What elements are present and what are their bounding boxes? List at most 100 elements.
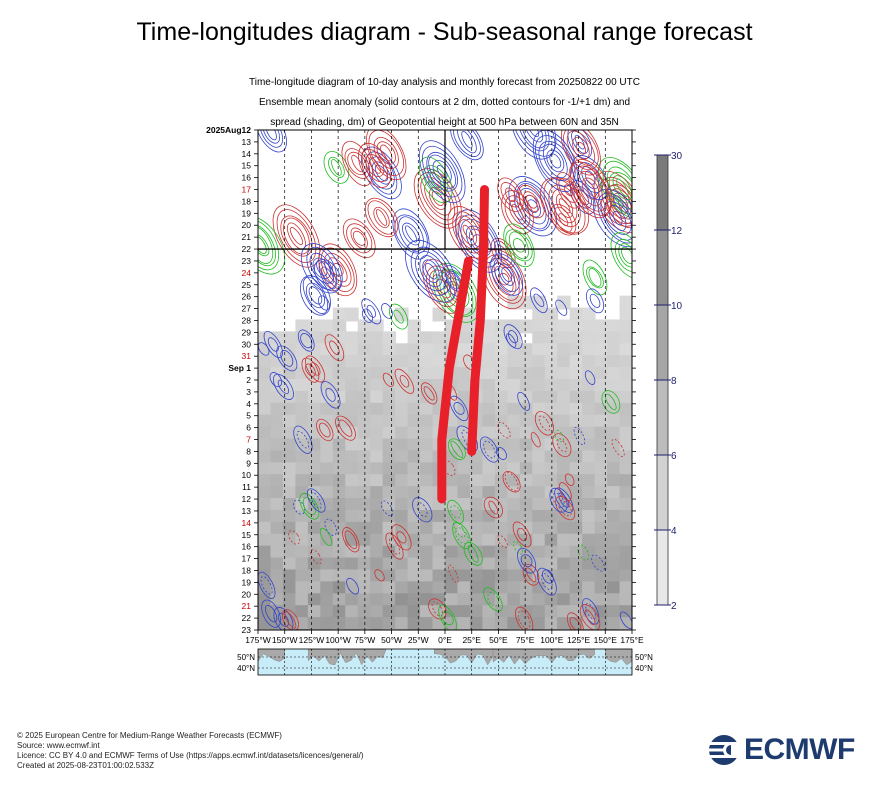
shading-cell [295,593,309,608]
anomaly-contour [581,598,600,625]
anomaly-contour [300,243,343,294]
shading-cell [258,438,272,453]
shading-cell [270,462,284,477]
anomaly-contour [305,282,326,309]
shading-cell [420,486,434,501]
anomaly-contour [495,446,507,460]
shading-cell [395,438,409,453]
shading-cell [494,355,509,370]
y-tick-label: 21 [242,232,252,242]
shading-cell [619,367,632,381]
shading-cell [270,390,284,405]
shading-cell [295,605,309,620]
shading-cell [332,593,347,608]
shading-cell [445,617,459,630]
shading-cell [320,319,334,334]
shading-cell [582,593,596,608]
shading-cell [457,474,471,489]
y-tick-label: 14 [242,518,252,528]
shading-cell [270,355,284,370]
anomaly-contour [316,260,328,277]
shading-cell [395,462,409,477]
anomaly-contour [267,337,279,352]
y-tick-label: 13 [242,506,252,516]
shading-cell [532,545,546,560]
shading-cell [594,521,609,536]
shading-cell [507,379,521,393]
shading-cell [357,581,372,596]
shading-cell [445,593,459,608]
shading-cell [507,438,521,453]
subtitle-line-3: spread (shading, dm) of Geopotential hei… [270,117,619,128]
shading-cell [519,486,534,501]
anomaly-contour [259,130,284,148]
shading-cell [482,593,496,608]
y-tick-label: 14 [242,149,252,159]
shading-cell [557,545,571,560]
shading-cell [457,462,471,477]
shading-cell [569,486,584,501]
shading-cell [544,474,559,489]
shading-cell [295,319,309,334]
shading-cell [370,343,384,358]
shading-cell [594,593,609,608]
shading-cell [432,509,446,524]
anomaly-contour [452,522,472,550]
anomaly-contour [447,564,459,584]
shading-cell [619,414,632,429]
shading-cell [332,462,347,477]
shading-cell [482,486,496,501]
shading-cell [370,557,384,572]
map-lat-label-right: 50°N [635,653,653,662]
anomaly-contour [316,418,334,442]
shading-cell [544,593,559,608]
shading-cell [569,450,584,465]
shading-cell [482,438,496,453]
shading-cell [382,331,397,346]
shading-cell [469,581,484,596]
anomaly-contour [508,199,527,225]
shading-cell [582,557,596,572]
shading-cell [320,498,334,512]
y-tick-label: 30 [242,339,252,349]
map-strip: 50°N 50°N 40°N 40°N [237,648,653,676]
anomaly-contour [503,223,535,268]
x-tick-label: 175°W [245,635,271,645]
map-lat-label-right: 40°N [635,664,653,673]
shading-cell [395,367,409,381]
shading-cell [295,390,309,405]
anomaly-contour [420,382,438,405]
licence-line: Licence: CC BY 4.0 and ECMWF Terms of Us… [17,751,364,760]
shading-cell [507,367,521,381]
shading-cell [507,402,521,417]
anomaly-contour [374,569,385,582]
anomaly-contour [592,189,632,248]
shading-cell [507,414,521,429]
shading-cell [494,319,509,334]
shading-cell [582,438,596,453]
shading-cell [507,533,521,548]
shading-cell [445,509,459,524]
shading-cell [282,426,297,441]
anomaly-contour [258,225,274,264]
shading-cell [282,331,297,346]
shading-cell [619,462,632,477]
shading-cell [420,450,434,465]
shading-cell [519,295,534,310]
shading-cell [582,379,596,393]
anomaly-contour [534,411,554,436]
anomaly-contour [422,259,440,283]
shading-cell [270,402,284,417]
shading-cell [582,569,596,584]
anomaly-contour [505,187,516,203]
shading-cell [282,438,297,453]
anomaly-contour [373,206,390,229]
anomaly-contour [505,229,533,262]
shading-cell [320,462,334,477]
shading-cell [519,402,534,417]
anomaly-contour [367,200,396,235]
shading-cell [569,581,584,596]
anomaly-contour [283,217,310,255]
anomaly-contour [318,243,358,297]
anomaly-contour [582,259,608,296]
